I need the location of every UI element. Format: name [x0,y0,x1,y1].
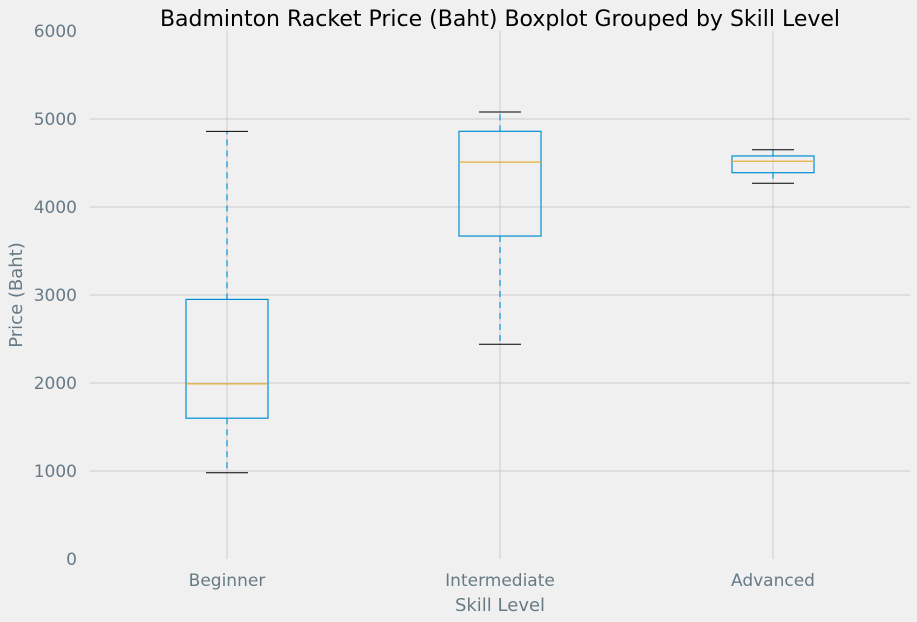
y-tick-label: 5000 [34,110,77,130]
y-axis-label: Price (Baht) [6,242,27,348]
x-tick-label: Intermediate [445,571,555,591]
x-tick-label: Advanced [731,571,815,591]
x-axis-label: Skill Level [455,595,545,616]
y-tick-label: 2000 [34,374,77,394]
box-group [731,149,815,184]
box-layer [185,111,815,474]
y-tick-label: 3000 [34,286,77,306]
iqr-box [458,130,542,237]
y-tick-label: 1000 [34,462,77,482]
chart-title: Badminton Racket Price (Baht) Boxplot Gr… [160,7,840,32]
y-tick-label: 0 [66,550,77,570]
box-group [458,111,542,345]
iqr-box [731,155,815,174]
x-tick-label: Beginner [189,571,266,591]
tick-layer: 0 1000 2000 3000 4000 5000 6000 Beginner Interme… [34,22,815,591]
y-tick-label: 4000 [34,198,77,218]
iqr-box [185,298,269,419]
box-group [185,130,269,474]
y-tick-label: 6000 [34,22,77,42]
